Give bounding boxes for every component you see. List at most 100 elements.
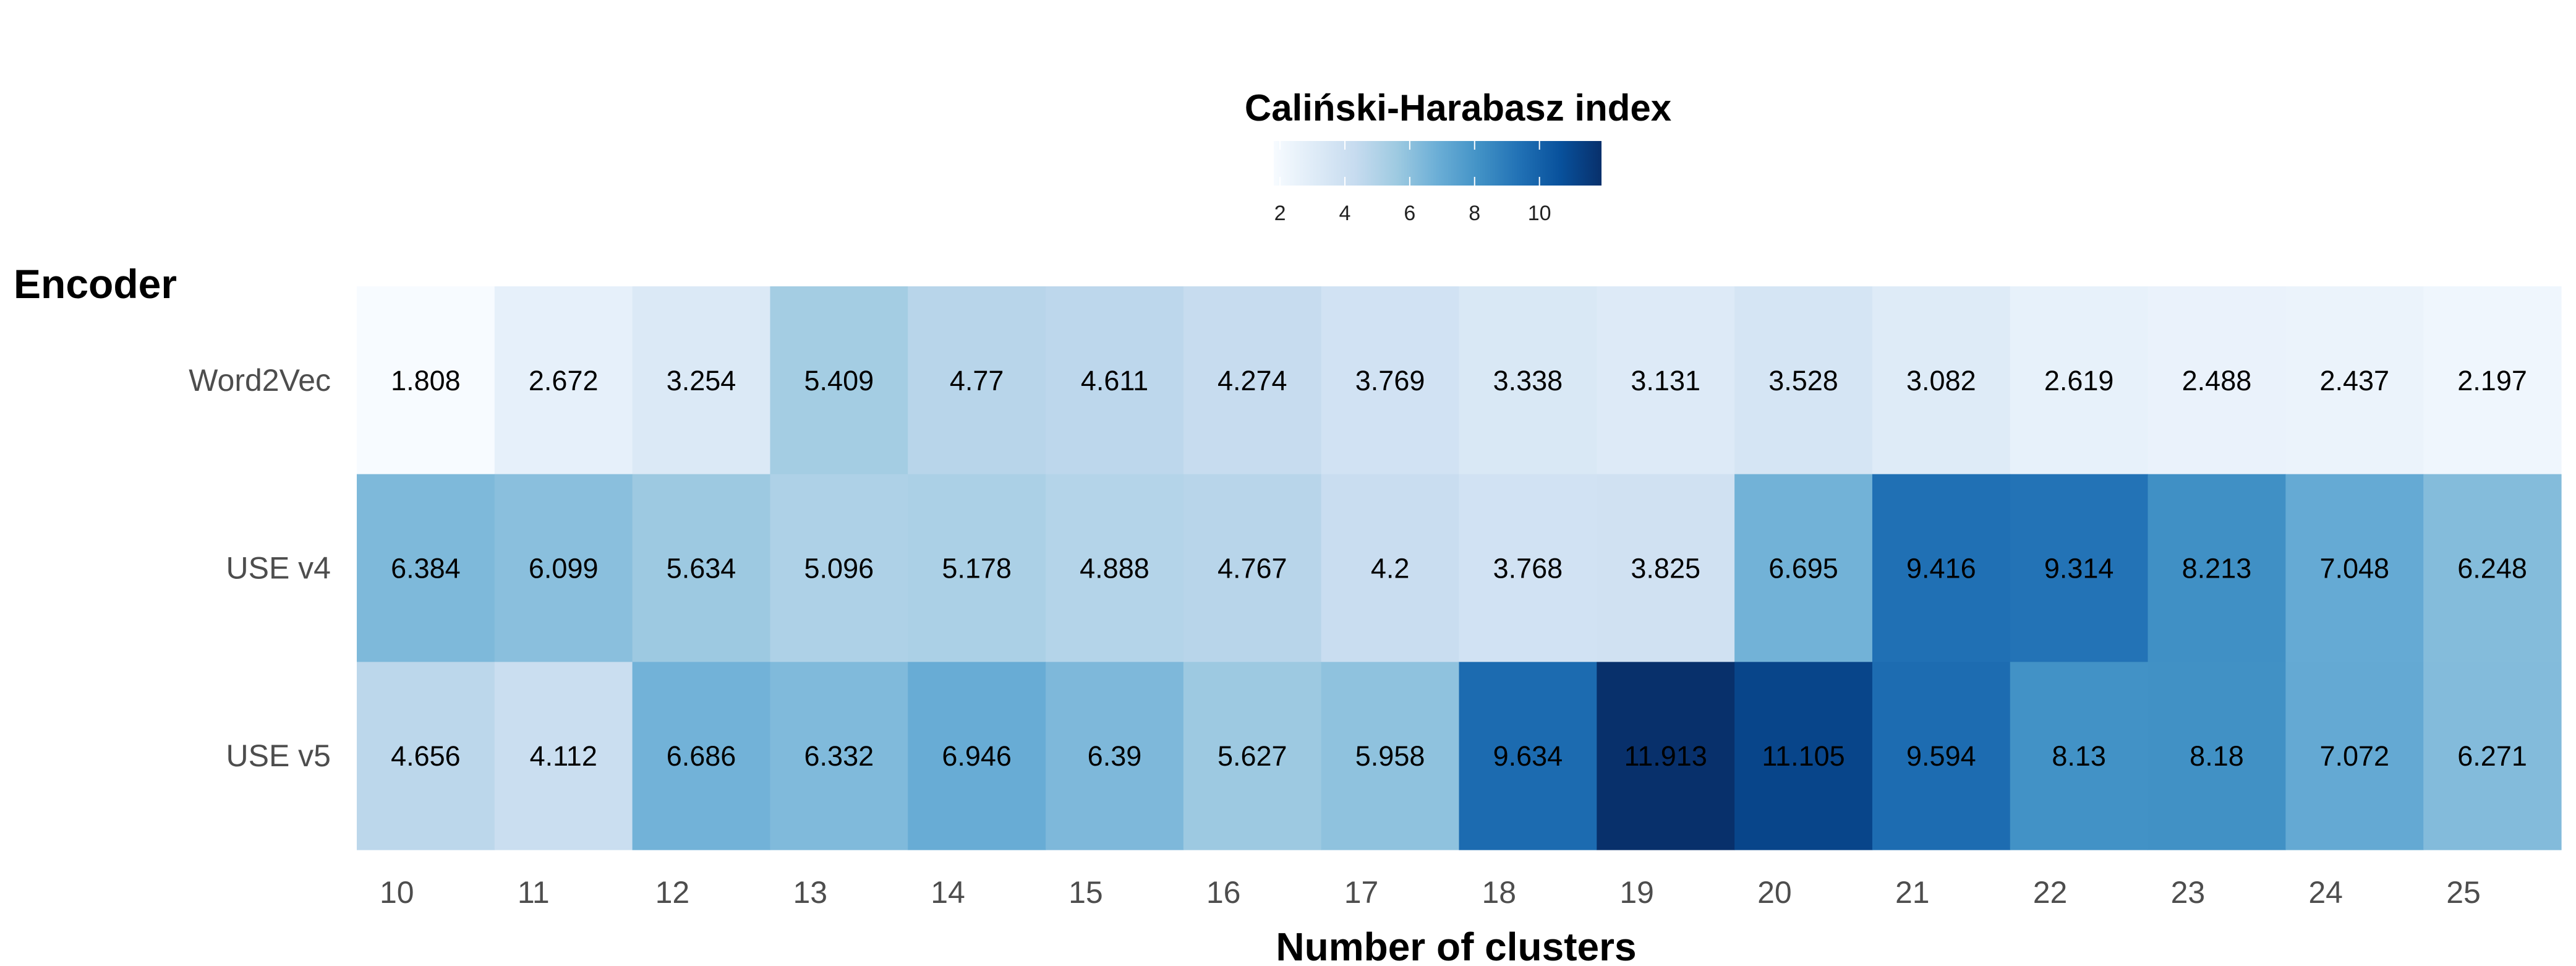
cell-value-label: 6.099 [529, 553, 599, 584]
cell-value-label: 11.913 [1624, 740, 1707, 772]
cell-value-label: 4.767 [1218, 553, 1287, 584]
heatmap-cell [770, 662, 908, 850]
cell-value-label: 5.409 [804, 365, 874, 396]
cell-value-label: 9.314 [2044, 553, 2114, 584]
x-tick-label: 12 [655, 875, 690, 910]
cell-value-label: 9.416 [1906, 553, 1976, 584]
heatmap-cell [2147, 286, 2286, 475]
legend-ticks: 2 4 6 8 10 [1274, 141, 1551, 225]
cell-value-label: 1.808 [391, 365, 461, 396]
heatmap-cell [357, 474, 495, 662]
cell-value-label: 6.695 [1768, 553, 1838, 584]
x-axis-title: Number of clusters [1276, 925, 1636, 966]
heatmap-cell [357, 286, 495, 475]
heatmap-cell [1183, 662, 1322, 850]
y-tick-label: USE v4 [226, 551, 331, 586]
cell-value-label: 5.096 [804, 553, 874, 584]
heatmap-cell [2010, 662, 2149, 850]
y-tick-label: Word2Vec [189, 363, 331, 398]
y-tick-label: USE v5 [226, 738, 331, 773]
cell-value-label: 8.213 [2182, 553, 2252, 584]
heatmap-cell [1459, 474, 1597, 662]
cell-value-label: 3.254 [667, 365, 736, 396]
heatmap-cell [2010, 286, 2149, 475]
legend-tick-label: 6 [1404, 202, 1415, 225]
cell-value-label: 6.332 [804, 740, 874, 772]
x-tick-label: 25 [2446, 875, 2481, 910]
cell-value-label: 3.082 [1906, 365, 1976, 396]
cell-value-label: 4.888 [1080, 553, 1149, 584]
heatmap-cell [1321, 662, 1460, 850]
cell-value-label: 3.528 [1768, 365, 1838, 396]
cell-value-label: 4.2 [1371, 553, 1410, 584]
heatmap-cell [2423, 662, 2562, 850]
x-tick-label: 13 [793, 875, 827, 910]
heatmap-cell [1046, 474, 1184, 662]
cell-value-label: 2.672 [529, 365, 599, 396]
heatmap-cell [1597, 662, 1735, 850]
heatmap-cell [908, 286, 1046, 475]
cell-value-label: 2.437 [2319, 365, 2389, 396]
x-axis-tick-labels: 10 11 12 13 14 15 16 17 18 19 20 21 22 23 24 25 [380, 875, 2481, 910]
y-axis-tick-labels: Word2Vec USE v4 USE v5 [189, 363, 331, 773]
legend-tick-label: 4 [1339, 202, 1351, 225]
heatmap-cell [494, 662, 633, 850]
heatmap-cells: 1.808 2.672 3.254 5.409 4.77 4.611 4.274 3.769 3… [357, 286, 2562, 850]
heatmap-cell [1872, 474, 2011, 662]
legend-tick-label: 10 [1528, 202, 1551, 225]
heatmap-cell [770, 286, 908, 475]
x-tick-label: 24 [2308, 875, 2343, 910]
cell-value-label: 3.769 [1355, 365, 1425, 396]
cell-value-label: 9.634 [1493, 740, 1563, 772]
cell-value-label: 3.825 [1631, 553, 1700, 584]
heatmap-cell [2147, 662, 2286, 850]
x-tick-label: 18 [1482, 875, 1517, 910]
cell-value-label: 8.18 [2190, 740, 2244, 772]
heatmap-cell [357, 662, 495, 850]
heatmap-cell [632, 662, 771, 850]
heatmap-cell [1734, 474, 1873, 662]
cell-value-label: 11.105 [1762, 740, 1845, 772]
heatmap-cell [1872, 286, 2011, 475]
heatmap-cell [2423, 474, 2562, 662]
x-tick-label: 10 [380, 875, 414, 910]
heatmap-cell [1183, 474, 1322, 662]
heatmap-cell [1321, 474, 1460, 662]
heatmap-cell [2285, 474, 2424, 662]
x-tick-label: 15 [1068, 875, 1103, 910]
heatmap-cell [1046, 286, 1184, 475]
heatmap-cell [1321, 286, 1460, 475]
x-tick-label: 16 [1206, 875, 1241, 910]
cell-value-label: 6.686 [667, 740, 736, 772]
y-axis-title: Encoder [14, 261, 177, 307]
heatmap-cell [2285, 662, 2424, 850]
cell-value-label: 5.627 [1218, 740, 1287, 772]
cell-value-label: 5.178 [942, 553, 1012, 584]
heatmap-cell [632, 474, 771, 662]
heatmap-cell [632, 286, 771, 475]
heatmap-cell [1734, 662, 1873, 850]
heatmap-cell [908, 662, 1046, 850]
heatmap-cell [1459, 286, 1597, 475]
heatmap-cell [2010, 474, 2149, 662]
cell-value-label: 3.338 [1493, 365, 1563, 396]
legend-tick-label: 8 [1469, 202, 1480, 225]
cell-value-label: 6.39 [1088, 740, 1142, 772]
legend-title: Caliński-Harabasz index [1245, 87, 1671, 129]
cell-value-label: 2.197 [2457, 365, 2527, 396]
heatmap-cell [494, 474, 633, 662]
heatmap-cell [1734, 286, 1873, 475]
x-tick-label: 19 [1619, 875, 1654, 910]
x-tick-label: 21 [1895, 875, 1930, 910]
cell-value-label: 3.768 [1493, 553, 1563, 584]
cell-value-label: 4.274 [1218, 365, 1287, 396]
cell-value-label: 6.248 [2457, 553, 2527, 584]
legend-tick-label: 2 [1274, 202, 1286, 225]
cell-value-label: 4.77 [950, 365, 1004, 396]
heatmap-cell [494, 286, 633, 475]
x-tick-label: 22 [2033, 875, 2068, 910]
heatmap-cell [908, 474, 1046, 662]
heatmap-cell [2147, 474, 2286, 662]
cell-value-label: 5.634 [667, 553, 736, 584]
